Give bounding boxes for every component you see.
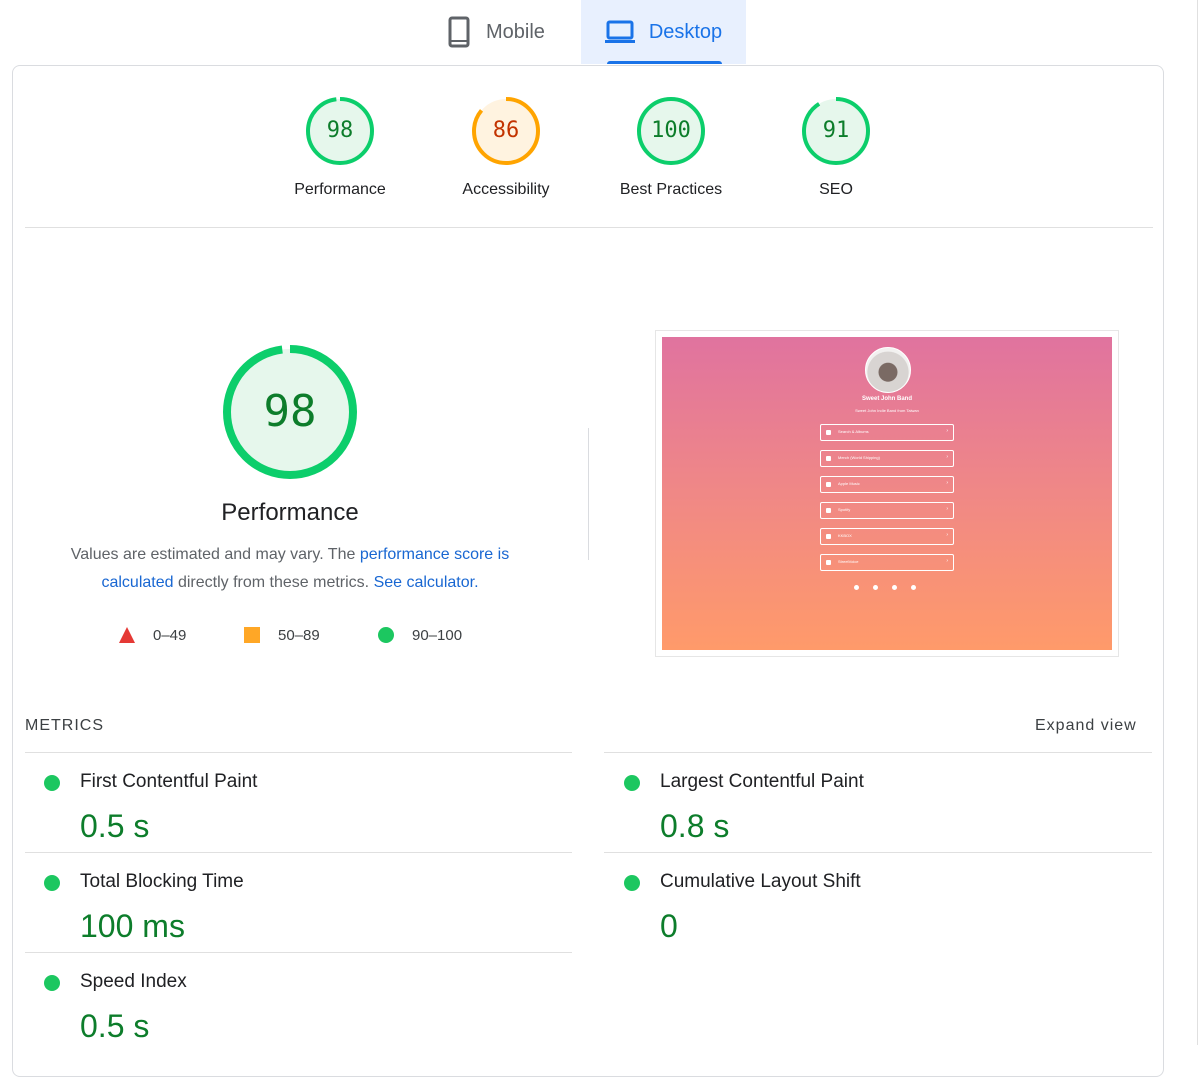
chevron-right-icon: › <box>946 428 948 434</box>
metric-divider <box>25 952 572 953</box>
vertical-divider <box>588 428 589 560</box>
description-text: Values are estimated and may vary. The <box>70 546 360 563</box>
category-performance[interactable]: 98 Performance <box>260 96 420 199</box>
chevron-right-icon: › <box>946 558 948 564</box>
web-icon <box>911 585 916 590</box>
legend-label: 0–49 <box>153 626 187 644</box>
active-tab-indicator <box>607 61 722 64</box>
metric-name: Speed Index <box>80 971 187 992</box>
gauge: 91 <box>801 96 871 166</box>
score-value: 91 <box>822 118 850 143</box>
metric-cumulative-layout-shift: Cumulative Layout Shift 0 <box>624 865 1124 945</box>
band-avatar <box>865 347 911 393</box>
link-button: Merch (World Shipping) › <box>820 450 954 467</box>
category-label: Accessibility <box>462 181 550 198</box>
square-icon <box>244 627 260 643</box>
chevron-right-icon: › <box>946 480 948 486</box>
gauge-background <box>227 349 353 475</box>
link-icon <box>826 430 831 435</box>
performance-score: 98 <box>263 386 317 437</box>
site-title: Sweet John Band <box>861 396 912 402</box>
link-button: KKBOX › <box>820 528 954 545</box>
screenshot-image: Sweet John Band Sweet John Indie Band fr… <box>662 337 1112 650</box>
metric-value: 100 ms <box>80 908 185 944</box>
expand-view-button[interactable]: Expand view <box>1035 717 1137 734</box>
circle-icon <box>378 627 394 643</box>
pass-circle-icon <box>44 775 60 791</box>
tab-mobile-label: Mobile <box>486 20 545 43</box>
metric-name: Cumulative Layout Shift <box>660 871 861 892</box>
youtube-icon <box>873 585 878 590</box>
performance-score-link[interactable]: performance score is calculated <box>101 546 510 591</box>
legend-label: 50–89 <box>278 626 320 644</box>
laptop-icon <box>604 20 635 44</box>
performance-gauge: 98 <box>220 342 360 482</box>
metric-first-contentful-paint: First Contentful Paint 0.5 s <box>44 765 544 845</box>
link-icon <box>826 560 831 565</box>
window-edge <box>1197 0 1198 1045</box>
category-accessibility[interactable]: 86 Accessibility <box>426 96 586 199</box>
link-icon <box>826 534 831 539</box>
link-button: Search & Albums › <box>820 424 954 441</box>
tab-mobile[interactable]: Mobile <box>448 0 574 64</box>
pass-circle-icon <box>624 875 640 891</box>
link-button: Apple Music › <box>820 476 954 493</box>
triangle-icon <box>119 627 135 643</box>
metric-divider <box>25 752 572 753</box>
chevron-right-icon: › <box>946 454 948 460</box>
legend-fail: 0–49 <box>119 624 186 646</box>
divider <box>25 227 1153 228</box>
gauge: 98 <box>305 96 375 166</box>
pass-circle-icon <box>624 775 640 791</box>
metric-total-blocking-time: Total Blocking Time 100 ms <box>44 865 544 945</box>
score-value: 98 <box>326 118 354 143</box>
category-label: Performance <box>294 181 386 198</box>
metric-speed-index: Speed Index 0.5 s <box>44 965 544 1045</box>
score-value: 100 <box>651 118 691 143</box>
performance-title: Performance <box>221 499 359 526</box>
description-text: directly from these metrics. <box>173 574 374 591</box>
category-seo[interactable]: 91 SEO <box>756 96 916 199</box>
metric-value: 0.8 s <box>660 808 730 844</box>
chevron-right-icon: › <box>946 532 948 538</box>
facebook-icon <box>892 585 897 590</box>
performance-description: Values are estimated and may vary. The p… <box>40 541 540 597</box>
metrics-heading: METRICS <box>25 717 104 734</box>
metric-name: Largest Contentful Paint <box>660 771 864 792</box>
metric-name: Total Blocking Time <box>80 871 244 892</box>
gauge-arc <box>223 345 357 479</box>
final-screenshot[interactable]: Sweet John Band Sweet John Indie Band fr… <box>655 330 1119 657</box>
category-label: SEO <box>819 181 853 198</box>
pass-circle-icon <box>44 975 60 991</box>
tab-desktop-label: Desktop <box>648 20 723 43</box>
mobile-phone-icon <box>448 16 470 48</box>
see-calculator-link[interactable]: See calculator. <box>373 574 479 591</box>
link-icon <box>826 482 831 487</box>
tab-desktop[interactable]: Desktop <box>581 0 746 64</box>
link-icon <box>826 508 831 513</box>
metric-value: 0 <box>660 908 678 944</box>
metric-divider <box>604 852 1152 853</box>
legend-average: 50–89 <box>244 624 320 646</box>
link-button: StreetVoice › <box>820 554 954 571</box>
link-icon <box>826 456 831 461</box>
link-button: Spotify › <box>820 502 954 519</box>
metric-name: First Contentful Paint <box>80 771 258 792</box>
metric-divider <box>25 852 572 853</box>
gauge: 86 <box>471 96 541 166</box>
score-value: 86 <box>492 118 520 143</box>
category-best-practices[interactable]: 100 Best Practices <box>591 96 751 199</box>
category-label: Best Practices <box>619 181 723 198</box>
metric-value: 0.5 s <box>80 1008 150 1044</box>
legend-label: 90–100 <box>412 626 463 644</box>
instagram-icon <box>854 585 859 590</box>
gauge: 100 <box>636 96 706 166</box>
site-subtitle: Sweet John Indie Band from Taiwan <box>855 408 919 413</box>
pass-circle-icon <box>44 875 60 891</box>
metric-divider <box>604 752 1152 753</box>
metric-largest-contentful-paint: Largest Contentful Paint 0.8 s <box>624 765 1124 845</box>
chevron-right-icon: › <box>946 506 948 512</box>
metric-value: 0.5 s <box>80 808 150 844</box>
legend-pass: 90–100 <box>378 624 462 646</box>
